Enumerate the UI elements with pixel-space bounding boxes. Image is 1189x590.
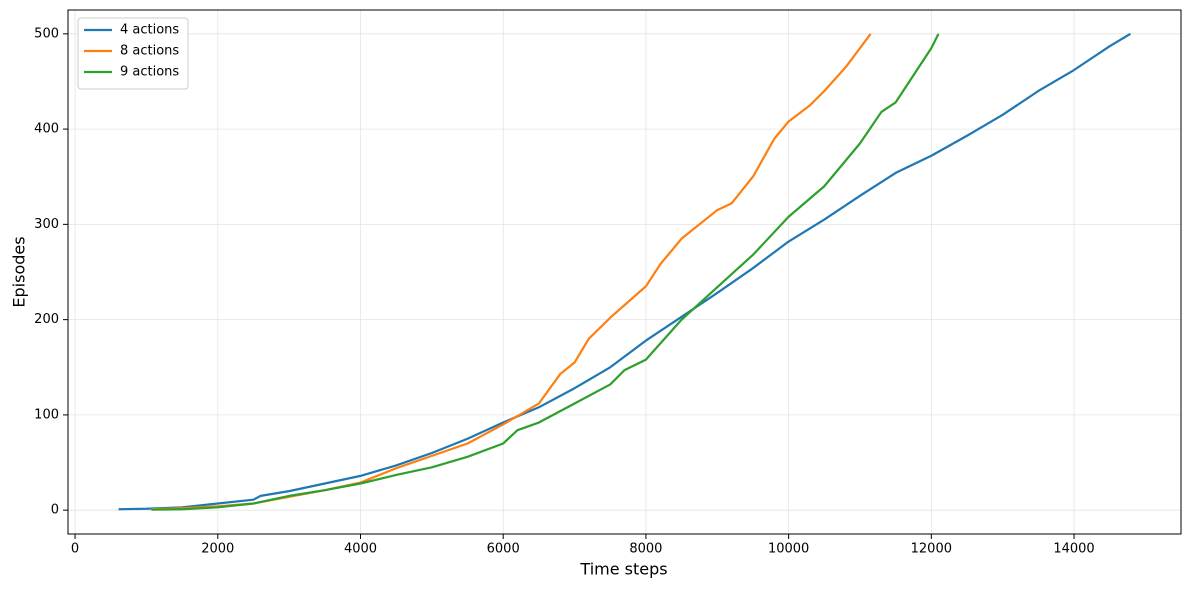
y-tick-label: 100	[34, 407, 59, 422]
y-tick-label: 400	[34, 122, 59, 137]
legend: 4 actions 8 actions 9 actions	[77, 17, 189, 90]
x-tick-label: 0	[71, 542, 79, 557]
y-tick-label: 200	[34, 312, 59, 327]
x-tick-label: 8000	[629, 542, 662, 557]
x-tick-label: 4000	[344, 542, 377, 557]
x-axis-label: Time steps	[579, 560, 667, 579]
x-tick-label: 14000	[1053, 542, 1094, 557]
legend-label: 9 actions	[120, 65, 179, 80]
y-axis-label: Episodes	[10, 236, 29, 307]
series-line	[151, 33, 940, 511]
y-tick-label: 0	[51, 503, 59, 518]
x-tick-label: 10000	[768, 542, 809, 557]
series-line	[151, 33, 872, 511]
legend-label: 8 actions	[120, 44, 179, 59]
y-tick-label: 300	[34, 217, 59, 232]
series-line	[118, 32, 1131, 511]
y-tick-label: 500	[34, 26, 59, 41]
x-tick-label: 12000	[911, 542, 952, 557]
x-tick-label: 6000	[487, 542, 520, 557]
x-tick-label: 2000	[201, 542, 234, 557]
plot-frame	[67, 9, 1182, 535]
legend-label: 4 actions	[120, 23, 179, 38]
